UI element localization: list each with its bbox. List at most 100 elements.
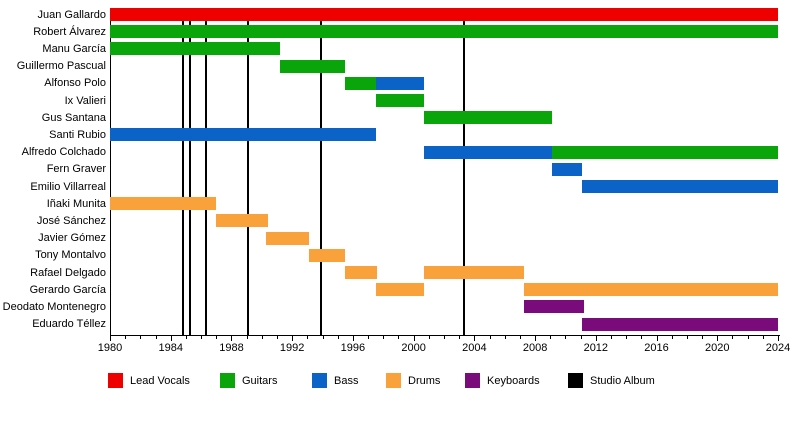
- x-minor-tick: [261, 336, 263, 339]
- x-tick-label: 1988: [219, 342, 244, 354]
- timeline-bar-lead_vocals: [110, 8, 778, 21]
- legend-label-keyboards: Keyboards: [487, 375, 540, 387]
- x-tick-label: 1980: [97, 342, 123, 354]
- timeline-bar-guitars: [345, 76, 376, 90]
- x-major-tick: [778, 336, 779, 341]
- x-minor-tick: [504, 336, 506, 339]
- x-tick-label: 1996: [340, 342, 366, 354]
- x-major-tick: [717, 336, 719, 341]
- x-minor-tick: [762, 336, 764, 339]
- member-label: Gus Santana: [41, 111, 106, 124]
- member-label: Emilio Villarreal: [30, 180, 106, 193]
- x-minor-tick: [626, 336, 628, 339]
- x-minor-tick: [702, 336, 704, 339]
- x-tick-label: 2012: [583, 342, 609, 354]
- x-minor-tick: [444, 336, 445, 339]
- legend-swatch-guitars: [220, 373, 235, 388]
- timeline-bar-bass: [424, 145, 552, 159]
- x-tick-label: 2016: [644, 342, 669, 354]
- timeline-bar-bass: [375, 76, 425, 90]
- member-label: Manu García: [42, 42, 106, 55]
- member-label: Rafael Delgado: [30, 266, 106, 279]
- x-minor-tick: [337, 336, 339, 339]
- legend-label-guitars: Guitars: [242, 375, 278, 387]
- timeline-bar-keyboards: [582, 317, 778, 331]
- x-minor-tick: [459, 336, 461, 339]
- studio-album-line: [204, 8, 207, 335]
- member-label: Alfonso Polo: [44, 77, 106, 90]
- timeline-bar-drums: [266, 231, 309, 245]
- x-tick-label: 2020: [705, 342, 730, 354]
- timeline-bar-guitars: [110, 42, 281, 56]
- x-minor-tick: [611, 336, 612, 339]
- timeline-bar-keyboards: [524, 300, 584, 314]
- legend-label-drums: Drums: [408, 375, 441, 387]
- member-label: Gerardo García: [29, 283, 106, 296]
- legend-swatch-bass: [312, 373, 327, 388]
- x-minor-tick: [519, 336, 521, 339]
- timeline-bar-drums: [345, 266, 378, 279]
- x-minor-tick: [322, 336, 324, 339]
- x-minor-tick: [550, 336, 552, 339]
- member-label: Juan Gallardo: [37, 8, 107, 21]
- legend-swatch-keyboards: [465, 373, 480, 388]
- member-label: Santi Rubio: [49, 128, 106, 141]
- member-label: Deodato Montenegro: [2, 300, 106, 313]
- x-tick-label: 1992: [279, 342, 305, 354]
- legend-swatch-studio_album: [568, 373, 583, 388]
- member-label: Guillermo Pascual: [16, 60, 106, 73]
- x-minor-tick: [732, 336, 734, 339]
- x-minor-tick: [125, 336, 127, 339]
- studio-album-line: [320, 8, 323, 335]
- studio-album-line: [247, 8, 250, 335]
- x-tick-label: 1984: [158, 342, 183, 354]
- studio-album-line: [181, 8, 184, 335]
- x-minor-tick: [216, 336, 218, 339]
- timeline-bar-guitars: [110, 25, 778, 39]
- x-minor-tick: [565, 336, 567, 339]
- x-major-tick: [231, 336, 233, 341]
- member-label: Robert Álvarez: [33, 25, 106, 38]
- x-minor-tick: [686, 336, 688, 339]
- member-label: Ix Valieri: [64, 94, 106, 107]
- studio-album-line: [189, 8, 192, 335]
- member-label: Fern Graver: [46, 163, 106, 176]
- x-minor-tick: [747, 336, 749, 339]
- x-minor-tick: [428, 336, 430, 339]
- x-tick-label: 2008: [522, 342, 548, 354]
- member-label: Tony Montalvo: [35, 249, 106, 262]
- member-label: Iñaki Munita: [46, 197, 106, 210]
- x-tick-label: 2024: [765, 342, 791, 354]
- x-major-tick: [352, 336, 354, 341]
- timeline-bar-guitars: [280, 59, 346, 73]
- x-tick-label: 2004: [462, 342, 487, 354]
- timeline-bar-bass: [110, 128, 376, 142]
- x-major-tick: [595, 336, 597, 341]
- timeline-bar-guitars: [551, 145, 778, 159]
- x-major-tick: [535, 336, 537, 341]
- x-major-tick: [110, 336, 111, 341]
- x-minor-tick: [489, 336, 491, 339]
- x-minor-tick: [155, 336, 157, 339]
- x-minor-tick: [185, 336, 187, 339]
- studio-album-line: [462, 8, 465, 335]
- member-label: Javier Gómez: [38, 232, 106, 245]
- timeline-bar-drums: [110, 197, 217, 211]
- x-major-tick: [413, 336, 415, 341]
- timeline-bar-drums: [375, 283, 425, 297]
- x-minor-tick: [140, 336, 142, 339]
- x-minor-tick: [671, 336, 673, 339]
- y-axis: [110, 8, 111, 336]
- timeline-bar-drums: [216, 214, 268, 228]
- x-minor-tick: [277, 336, 278, 339]
- x-tick-label: 2000: [401, 342, 426, 354]
- timeline-bar-guitars: [375, 94, 425, 107]
- legend-label-lead_vocals: Lead Vocals: [130, 375, 190, 387]
- member-label: Eduardo Téllez: [32, 318, 106, 331]
- x-minor-tick: [641, 336, 643, 339]
- x-major-tick: [170, 336, 172, 341]
- x-minor-tick: [246, 336, 248, 339]
- x-axis: [110, 335, 780, 336]
- x-major-tick: [474, 336, 476, 341]
